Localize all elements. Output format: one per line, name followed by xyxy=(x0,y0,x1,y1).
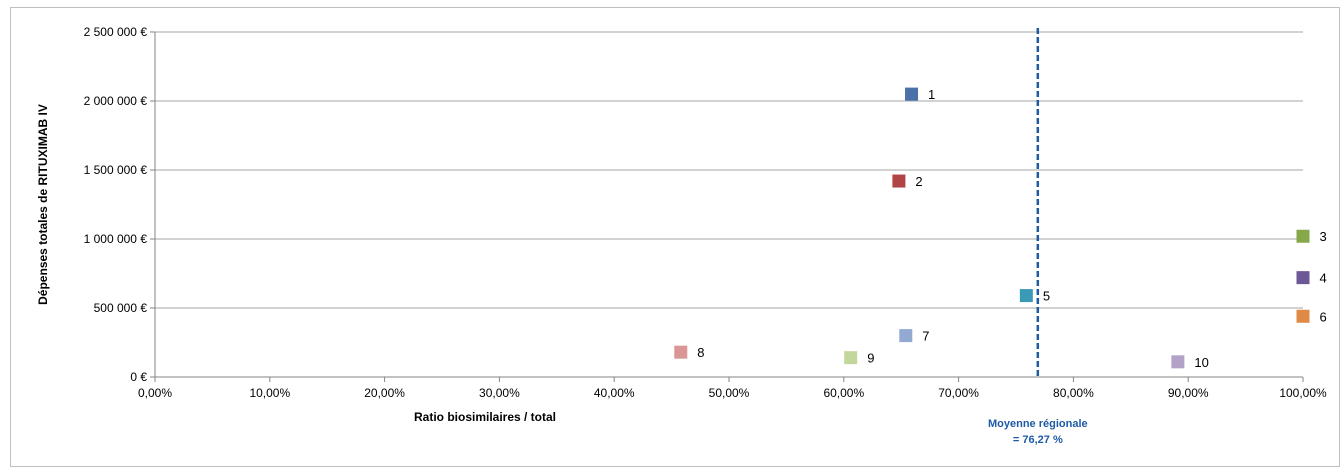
y-tick-label: 2 000 000 € xyxy=(84,94,148,108)
axes: 0 € 500 000 € 1 000 000 € 1 500 000 € 2 000 … xyxy=(84,25,1327,400)
data-point-3 xyxy=(1296,229,1310,243)
x-axis-title: Ratio biosimilaires / total xyxy=(414,410,556,424)
data-point-label-8: 8 xyxy=(697,345,704,360)
y-tick-label: 1 000 000 € xyxy=(84,232,148,246)
y-tick-label: 500 000 € xyxy=(94,301,148,315)
data-point-5 xyxy=(1019,289,1033,303)
x-tick-label: 100,00% xyxy=(1279,386,1327,400)
gridlines xyxy=(155,31,1303,309)
data-point-label-6: 6 xyxy=(1320,309,1327,324)
x-tick-label: 90,00% xyxy=(1168,386,1209,400)
x-tick-label: 0,00% xyxy=(138,386,172,400)
data-point-10 xyxy=(1171,355,1185,369)
data-point-label-2: 2 xyxy=(915,174,922,189)
data-point-label-7: 7 xyxy=(922,329,929,344)
data-point-label-4: 4 xyxy=(1320,271,1327,286)
regional-average-value: = 76,27 % xyxy=(1013,434,1063,446)
data-points: 1 2 3 4 5 6 7 8 9 10 xyxy=(674,87,1327,370)
data-point-8 xyxy=(674,345,688,359)
y-tick-label: 0 € xyxy=(130,370,147,384)
x-tick-label: 80,00% xyxy=(1053,386,1094,400)
chart-frame xyxy=(10,7,1340,467)
data-point-4 xyxy=(1296,271,1310,285)
data-point-1 xyxy=(905,87,919,101)
x-tick-label: 30,00% xyxy=(479,386,520,400)
x-tick-label: 10,00% xyxy=(249,386,290,400)
x-tick-label: 20,00% xyxy=(364,386,405,400)
data-point-label-9: 9 xyxy=(867,351,874,366)
data-point-7 xyxy=(899,329,913,343)
y-axis-title: Dépenses totales de RITUXIMAB IV xyxy=(36,104,50,305)
data-point-9 xyxy=(844,351,858,365)
data-point-label-3: 3 xyxy=(1320,229,1327,244)
data-point-label-1: 1 xyxy=(928,87,935,102)
y-tick-label: 2 500 000 € xyxy=(84,25,148,39)
regional-average-label: Moyenne régionale xyxy=(988,418,1088,430)
x-tick-label: 40,00% xyxy=(594,386,635,400)
x-tick-label: 70,00% xyxy=(938,386,979,400)
data-point-label-5: 5 xyxy=(1043,289,1050,304)
x-tick-label: 50,00% xyxy=(709,386,750,400)
reference-line-group: Moyenne régionale = 76,27 % xyxy=(988,28,1088,446)
y-tick-label: 1 500 000 € xyxy=(84,163,148,177)
data-point-6 xyxy=(1296,309,1310,323)
data-point-label-10: 10 xyxy=(1194,355,1208,370)
x-tick-label: 60,00% xyxy=(823,386,864,400)
data-point-2 xyxy=(892,174,906,188)
